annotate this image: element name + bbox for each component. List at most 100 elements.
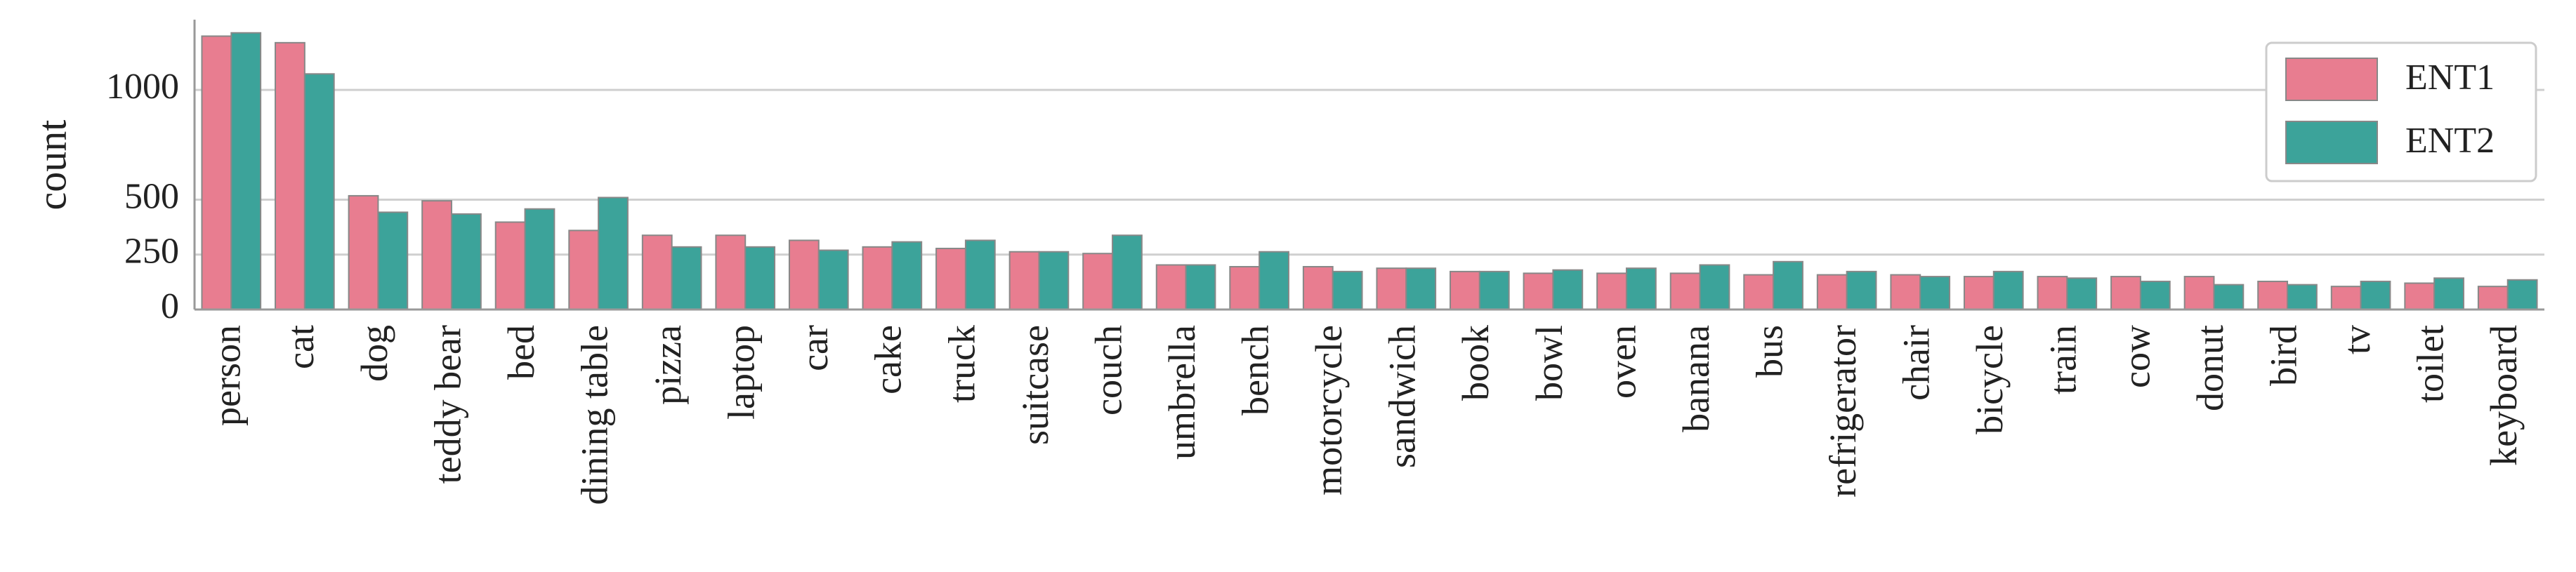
bar <box>1552 269 1584 311</box>
x-tick-label: suitcase <box>1014 325 1056 445</box>
bar <box>2506 279 2538 310</box>
bar <box>2183 276 2215 310</box>
x-tick-label: bed <box>500 325 542 380</box>
bar <box>1846 270 1877 311</box>
bar <box>2139 280 2171 310</box>
bar <box>1185 264 1216 310</box>
x-tick-label: truck <box>940 325 983 403</box>
bar <box>1302 265 1334 311</box>
bar <box>1082 253 1114 310</box>
bar <box>1229 265 1261 311</box>
x-tick-label: couch <box>1087 325 1129 415</box>
bar <box>377 211 409 310</box>
x-tick-label: teddy bear <box>426 325 468 484</box>
x-tick-label: dog <box>353 325 395 382</box>
x-tick-label: refrigerator <box>1822 325 1864 498</box>
bar <box>2287 284 2318 310</box>
bar <box>1478 270 1510 311</box>
x-tick-label: oven <box>1601 325 1643 399</box>
x-tick-label: train <box>2042 325 2084 394</box>
bar <box>2213 284 2245 310</box>
bar <box>524 208 556 310</box>
bar <box>568 230 600 311</box>
bar <box>641 234 673 311</box>
bar <box>230 32 262 310</box>
bar <box>891 241 923 310</box>
bar <box>1596 272 1627 310</box>
bar <box>450 213 482 311</box>
bar <box>1112 234 1143 311</box>
bar <box>744 246 776 311</box>
x-tick-label: tv <box>2336 325 2378 354</box>
x-tick-label: pizza <box>647 325 689 405</box>
x-tick-label: donut <box>2189 325 2231 411</box>
bar <box>1038 251 1070 311</box>
bar <box>348 194 379 311</box>
y-tick-label: 1000 <box>106 67 179 107</box>
bar <box>862 246 893 311</box>
x-tick-label: banana <box>1675 325 1717 432</box>
x-tick-label: cat <box>280 325 322 369</box>
bar <box>303 73 335 310</box>
x-tick-label: bowl <box>1528 325 1570 401</box>
x-tick-label: toilet <box>2410 325 2452 403</box>
bar <box>935 248 966 310</box>
x-tick-label: chair <box>1895 325 1938 401</box>
bar <box>1332 270 1363 311</box>
bar <box>1773 260 1803 310</box>
bar <box>2330 286 2362 311</box>
bar <box>275 41 305 311</box>
bar <box>1669 272 1701 310</box>
bar <box>2360 280 2391 310</box>
bar <box>1816 274 1848 311</box>
bar <box>201 35 232 310</box>
legend: ENT1 ENT2 <box>2265 41 2537 182</box>
bar <box>1376 267 1407 311</box>
x-tick-label: laptop <box>721 325 763 420</box>
x-tick-label: umbrella <box>1161 325 1203 460</box>
x-tick-label: cow <box>2115 325 2157 388</box>
legend-label: ENT2 <box>2405 121 2495 161</box>
bar <box>421 200 452 310</box>
bar <box>1992 270 2024 311</box>
bar <box>2257 280 2289 310</box>
bar <box>1008 251 1040 311</box>
x-tick-label: cake <box>867 325 909 394</box>
bar <box>2477 286 2509 311</box>
bar <box>817 249 849 311</box>
bar <box>598 197 629 310</box>
legend-swatch <box>2285 58 2378 101</box>
bar <box>788 239 820 310</box>
x-tick-label: bird <box>2262 325 2304 386</box>
bar <box>494 221 526 310</box>
x-tick-label: keyboard <box>2483 325 2525 466</box>
bar <box>1155 264 1187 310</box>
bar <box>2037 276 2068 310</box>
bar <box>2404 282 2436 311</box>
bar <box>2066 277 2098 310</box>
y-tick-label: 250 <box>124 232 179 272</box>
legend-swatch <box>2285 121 2378 164</box>
bar <box>1963 276 1995 310</box>
y-axis-label: count <box>29 120 74 211</box>
bar <box>1405 267 1437 311</box>
bar <box>1699 264 1730 310</box>
bar <box>2110 276 2141 310</box>
bar <box>715 234 747 311</box>
y-tick-label: 500 <box>124 176 179 216</box>
bar <box>1450 270 1480 311</box>
x-tick-label: dining table <box>573 325 615 505</box>
bar <box>1523 272 1554 310</box>
bar <box>671 246 702 311</box>
bar <box>1890 274 1921 311</box>
bar <box>2433 277 2464 310</box>
x-tick-label: sandwich <box>1381 325 1424 468</box>
bar <box>1919 276 1951 310</box>
bar <box>964 239 996 310</box>
y-tick-label: 0 <box>161 286 179 326</box>
x-tick-label: motorcycle <box>1308 325 1350 495</box>
x-tick-label: bicycle <box>1969 325 2011 434</box>
x-tick-label: book <box>1454 325 1497 401</box>
x-tick-label: bus <box>1748 325 1790 378</box>
